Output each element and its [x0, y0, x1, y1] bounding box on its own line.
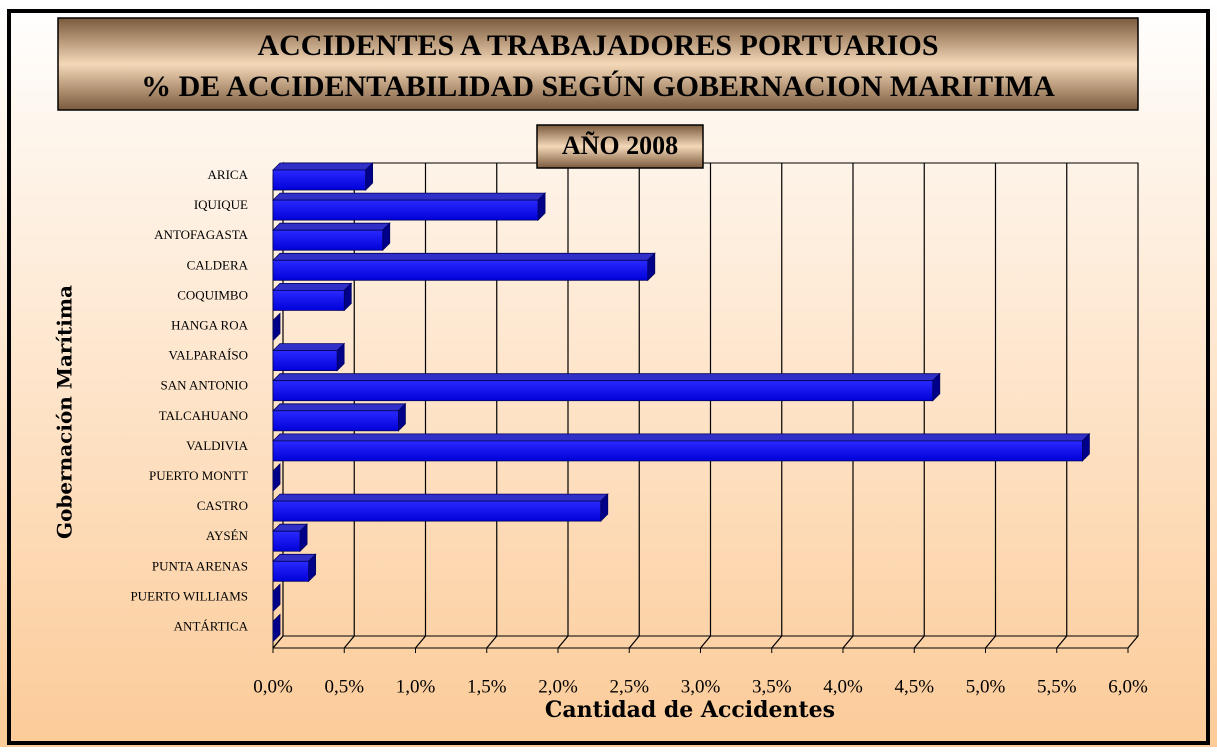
bar: [272, 410, 399, 432]
bar-top: [272, 252, 656, 261]
bar: [272, 229, 384, 251]
grid-line: [272, 163, 284, 649]
x-tick-label: 2,5%: [609, 676, 649, 697]
grid-line: [1056, 163, 1068, 649]
bar-top: [272, 373, 941, 382]
bar-side: [272, 463, 281, 492]
y-tick-label: ANTOFAGASTA: [154, 227, 248, 242]
title-box: [57, 17, 1139, 111]
y-tick-label: SAN ANTONIO: [160, 378, 248, 393]
bar-top: [272, 403, 407, 412]
bar-side: [272, 312, 281, 342]
frame: [7, 9, 1210, 745]
y-tick-label: CASTRO: [197, 498, 248, 513]
bar: [272, 289, 345, 311]
grid-line: [557, 163, 569, 649]
bar-top: [272, 222, 391, 231]
grid-line: [628, 163, 640, 649]
x-tick-label: 4,5%: [894, 676, 934, 697]
x-tick-label: 0,0%: [253, 676, 293, 697]
bar: [272, 530, 301, 552]
chart-title: ACCIDENTES A TRABAJADORES PORTUARIOS: [257, 29, 938, 62]
y-axis-title: Gobernación Marítima: [53, 285, 77, 539]
x-tick-label: 5,0%: [966, 676, 1006, 697]
bar: [272, 169, 367, 191]
bar-side: [272, 613, 281, 643]
y-tick-label: ARICA: [208, 167, 249, 182]
y-tick-label: ANTÁRTICA: [174, 618, 249, 633]
grid-line: [343, 163, 355, 649]
grid-line: [771, 163, 783, 649]
grid-line: [700, 163, 712, 649]
grid-line: [985, 163, 997, 649]
bar: [272, 380, 934, 402]
y-tick-label: IQUIQUE: [194, 197, 248, 212]
x-tick-label: 1,0%: [396, 676, 436, 697]
grid-line: [842, 163, 854, 649]
year-label: AÑO 2008: [562, 131, 678, 160]
chart-subtitle: % DE ACCIDENTABILIDAD SEGÚN GOBERNACION …: [141, 70, 1055, 103]
bar: [272, 560, 310, 582]
y-tick-label: HANGA ROA: [171, 317, 249, 332]
grid-line: [913, 163, 925, 649]
x-tick-label: 3,0%: [681, 676, 721, 697]
plot: 0,0% 0,5% 1,0% 1,5% 2,0% 2,5% 3,0% 3,5% 4,0% 4,5%…: [130, 161, 1148, 697]
x-tick-label: 4,0%: [823, 676, 863, 697]
bar-top: [272, 162, 374, 171]
y-tick-label: CALDERA: [187, 257, 249, 272]
bar-top: [272, 282, 353, 291]
x-tick-label: 5,5%: [1037, 676, 1077, 697]
bar: [272, 199, 539, 221]
bar: [272, 500, 602, 522]
bar-top: [272, 493, 609, 502]
y-tick-label: VALDIVIA: [186, 438, 248, 453]
y-tick-label: PUNTA ARENAS: [152, 558, 248, 573]
grid-line: [1127, 163, 1139, 649]
x-tick-label: 1,5%: [467, 676, 507, 697]
bar-top: [272, 343, 346, 352]
bar: [272, 440, 1083, 462]
x-tick-label: 0,5%: [324, 676, 364, 697]
grid-line: [415, 163, 427, 649]
x-tick-label: 6,0%: [1108, 676, 1148, 697]
x-tick-label: 2,0%: [538, 676, 578, 697]
bar: [272, 350, 338, 372]
bar-side: [272, 583, 281, 613]
y-tick-label: PUERTO WILLIAMS: [130, 588, 248, 603]
x-axis-title: Cantidad de Accidentes: [545, 697, 835, 723]
y-tick-label: TALCAHUANO: [159, 408, 248, 423]
bar: [272, 259, 649, 281]
y-tick-label: VALPARAÍSO: [169, 348, 248, 363]
year-box: [536, 124, 704, 169]
x-tick-label: 3,5%: [752, 676, 792, 697]
y-tick-label: AYSÉN: [206, 528, 249, 543]
bar-top: [272, 433, 1091, 442]
bar-top: [272, 192, 547, 201]
y-tick-label: PUERTO MONTT: [149, 468, 248, 483]
grid-line: [486, 163, 498, 649]
y-tick-label: COQUIMBO: [177, 287, 248, 302]
